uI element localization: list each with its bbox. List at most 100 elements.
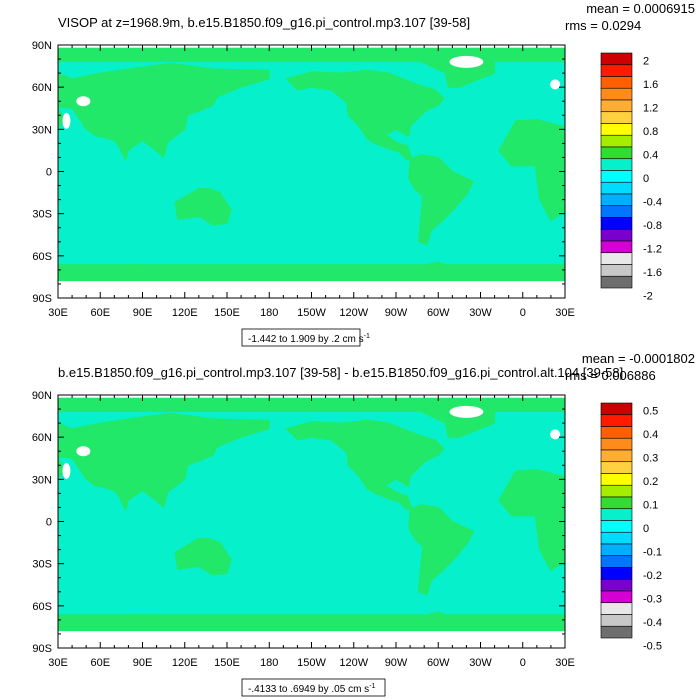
colorbar-swatch bbox=[600, 614, 633, 627]
colorbar-label: 2 bbox=[643, 56, 649, 68]
map-plot-area bbox=[58, 395, 565, 648]
lat-label: 30S bbox=[32, 559, 52, 571]
colorbar-label: 0.8 bbox=[643, 126, 658, 138]
lon-label: 30E bbox=[48, 657, 68, 669]
colorbar-swatch bbox=[600, 449, 633, 463]
colorbar-label: 1.6 bbox=[643, 79, 658, 91]
colorbar-label: -0.8 bbox=[643, 220, 662, 232]
colorbar-label: -1.6 bbox=[643, 267, 662, 279]
lon-label: 30E bbox=[555, 307, 575, 319]
colorbar-swatch bbox=[600, 496, 633, 510]
contour-range-label: -1.442 to 1.909 by .2 cm s-1 bbox=[241, 328, 370, 347]
lon-label: 150W bbox=[297, 307, 326, 319]
ocean-band-3 bbox=[72, 566, 185, 589]
mean-label: mean = 0.0006915 bbox=[586, 1, 695, 16]
lon-label: 150W bbox=[297, 657, 326, 669]
lat-label: 30N bbox=[32, 124, 52, 136]
contour-range-exponent: -1 bbox=[369, 683, 375, 690]
colorbar-swatch bbox=[600, 437, 633, 451]
colorbar-swatch bbox=[600, 123, 633, 136]
lon-label: 180 bbox=[260, 307, 278, 319]
lon-label: 90W bbox=[385, 657, 408, 669]
lat-label: 0 bbox=[46, 167, 52, 179]
colorbar-label: 0.2 bbox=[643, 476, 658, 488]
lat-label: 60S bbox=[32, 251, 52, 263]
ocean-band-5 bbox=[255, 108, 368, 137]
colorbar-swatch bbox=[600, 217, 633, 230]
colorbar-swatch bbox=[600, 578, 633, 592]
contour-range-exponent: -1 bbox=[364, 333, 370, 340]
ocean-band-2 bbox=[198, 528, 312, 557]
continent-2 bbox=[174, 537, 232, 576]
rms-label: rms = 0.006886 bbox=[565, 368, 656, 383]
map-panel-2: 90N 60N 30N 0 30S 60S 90S 30E 60E 90E 120E 150E 180 1… bbox=[32, 351, 695, 697]
colorbar-swatch bbox=[600, 205, 633, 218]
colorbar-label: 0.1 bbox=[643, 500, 658, 512]
contour-range-text: -.4133 to .6949 by .05 cm s-1 bbox=[248, 683, 376, 695]
colorbar-swatch bbox=[600, 76, 633, 89]
lat-label: 90S bbox=[32, 293, 52, 305]
mean-label: mean = -0.0001802 bbox=[582, 351, 695, 366]
contour-range-box bbox=[241, 678, 386, 697]
lon-label: 90E bbox=[133, 307, 153, 319]
lon-label: 120E bbox=[172, 657, 198, 669]
colorbar-swatch bbox=[600, 567, 633, 580]
colorbar-swatch bbox=[600, 228, 633, 242]
colorbar-label: 0.3 bbox=[643, 453, 658, 465]
colorbar-swatch bbox=[600, 461, 633, 474]
lat-label: 60N bbox=[32, 82, 52, 94]
lon-label: 150E bbox=[214, 307, 240, 319]
continent-0 bbox=[498, 468, 565, 572]
colorbar-swatch bbox=[600, 87, 633, 101]
lon-label: 60E bbox=[90, 657, 110, 669]
colorbar-swatch bbox=[600, 193, 633, 207]
contour-range-box bbox=[241, 328, 361, 347]
colorbar-swatch bbox=[600, 508, 633, 521]
colorbar-label: 1.2 bbox=[643, 103, 658, 115]
lon-label: 30W bbox=[469, 307, 492, 319]
rms-label: rms = 0.0294 bbox=[565, 18, 641, 33]
panel-title: VISOP at z=1968.9m, b.e15.B1850.f09_g16.… bbox=[58, 15, 470, 30]
lat-label: 60N bbox=[32, 432, 52, 444]
ocean-band-5 bbox=[255, 458, 368, 487]
colorbar-label: -0.3 bbox=[643, 594, 662, 606]
colorbar-label: 0.4 bbox=[643, 150, 658, 162]
ocean-band-3 bbox=[72, 216, 185, 239]
lon-label: 60W bbox=[427, 307, 450, 319]
lon-label: 60W bbox=[427, 657, 450, 669]
colorbar-swatch bbox=[600, 52, 633, 66]
colorbar-label: 0 bbox=[643, 523, 649, 535]
continent-3 bbox=[285, 419, 445, 511]
colorbar-swatch bbox=[600, 531, 633, 545]
southern-band bbox=[58, 264, 565, 282]
colorbar-swatch bbox=[600, 520, 633, 533]
lon-label: 150E bbox=[214, 657, 240, 669]
missing-arctic-patch bbox=[449, 405, 484, 418]
colorbar-swatch bbox=[600, 275, 633, 289]
colorbar-swatch bbox=[600, 158, 633, 171]
lon-label: 0 bbox=[520, 657, 526, 669]
map-plot-area bbox=[58, 45, 565, 298]
lat-label: 30S bbox=[32, 209, 52, 221]
lon-label: 120W bbox=[339, 307, 368, 319]
colorbar-swatch bbox=[600, 99, 633, 113]
lon-label: 30E bbox=[48, 307, 68, 319]
missing-red-sea-patch bbox=[62, 462, 71, 479]
colorbar-swatch bbox=[600, 402, 633, 416]
colorbar-label: 0.5 bbox=[643, 406, 658, 418]
lat-label: 0 bbox=[46, 517, 52, 529]
missing-baltic-patch bbox=[550, 79, 561, 90]
southern-band bbox=[58, 614, 565, 632]
colorbar-swatch bbox=[600, 555, 633, 568]
colorbar-swatch bbox=[600, 170, 633, 183]
contour-range-label: -.4133 to .6949 by .05 cm s-1 bbox=[241, 678, 386, 697]
colorbar-label: -0.2 bbox=[643, 570, 662, 582]
lat-label: 90S bbox=[32, 643, 52, 655]
lat-label: 90N bbox=[32, 40, 52, 52]
colorbar-label: -2 bbox=[643, 291, 653, 303]
colorbar-swatch bbox=[600, 543, 633, 557]
lon-label: 180 bbox=[260, 657, 278, 669]
colorbar-swatch bbox=[600, 64, 633, 77]
colorbar-swatch bbox=[600, 181, 633, 195]
